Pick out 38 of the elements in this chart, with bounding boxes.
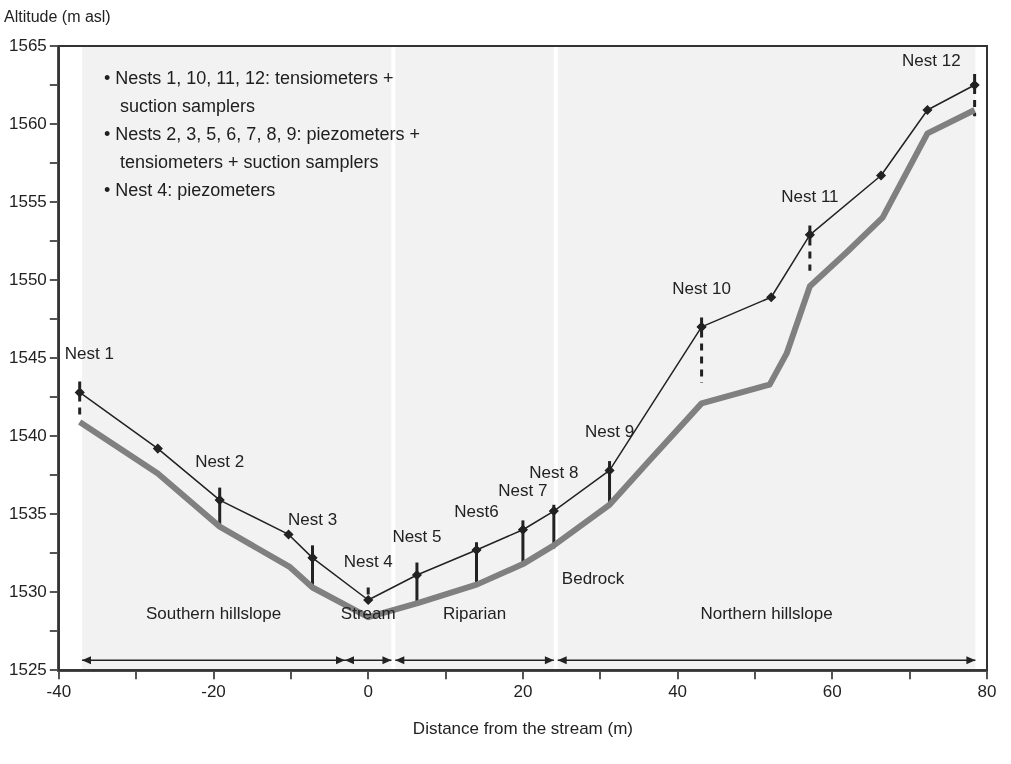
annotation: Nest 3 xyxy=(287,509,338,529)
band-label: Riparian xyxy=(442,603,507,623)
y-tick-label: 1555 xyxy=(8,191,47,211)
annotation: Nest 12 xyxy=(902,50,961,70)
y-tick-label: 1525 xyxy=(8,659,47,679)
annotation: Bedrock xyxy=(561,569,625,589)
band-label: Southern hillslope xyxy=(145,603,282,623)
x-tick-label: -40 xyxy=(46,682,72,702)
annotation: Nest 9 xyxy=(584,422,635,442)
x-tick-label: 60 xyxy=(822,682,842,702)
x-tick-label: 80 xyxy=(977,682,997,702)
y-axis-title: Altitude (m asl) xyxy=(4,8,111,26)
band-label: Northern hillslope xyxy=(700,603,833,623)
x-axis-title: Distance from the stream (m) xyxy=(412,719,633,739)
y-tick-label: 1565 xyxy=(8,35,47,55)
y-tick-label: 1550 xyxy=(8,269,47,289)
y-tick-label: 1560 xyxy=(8,113,47,133)
y-tick-label: 1530 xyxy=(8,581,47,601)
x-tick-label: 40 xyxy=(668,682,688,702)
x-tick-label: -20 xyxy=(201,682,226,702)
x-tick-label: 0 xyxy=(363,682,373,702)
annotation: • Nests 2, 3, 5, 6, 7, 8, 9: piezometers + tensiometers + suction samplers xyxy=(104,123,420,174)
annotation: Nest 4 xyxy=(343,551,393,571)
annotation: Nest6 xyxy=(454,501,499,521)
x-tick-label: 20 xyxy=(513,682,533,702)
annotation: Nest 11 xyxy=(781,186,839,206)
y-tick-label: 1545 xyxy=(8,347,47,367)
y-tick-label: 1535 xyxy=(8,503,47,523)
annotation: Nest 10 xyxy=(672,278,731,298)
annotation: Nest 2 xyxy=(195,451,245,471)
annotation: • Nest 4: piezometers xyxy=(104,179,277,202)
annotation: Nest 5 xyxy=(392,526,442,546)
band-label: Stream xyxy=(340,603,396,623)
annotation: Nest 7 xyxy=(498,481,548,501)
annotation: Nest 8 xyxy=(529,462,579,482)
annotation: Nest 1 xyxy=(64,344,114,364)
annotation: • Nests 1, 10, 11, 12: tensiometers + suction samplers xyxy=(104,67,395,118)
y-tick-label: 1540 xyxy=(8,425,47,445)
